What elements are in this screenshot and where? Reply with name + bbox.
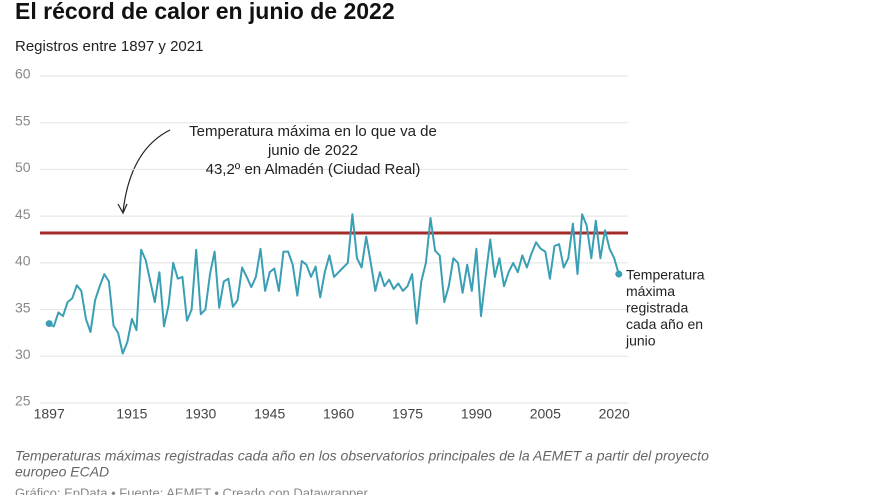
- x-tick-label: 1930: [185, 406, 216, 422]
- y-tick-label: 35: [15, 299, 31, 315]
- series-label: Temperatura: [626, 267, 705, 283]
- x-tick-label: 1975: [392, 406, 423, 422]
- x-tick-label: 1990: [461, 406, 492, 422]
- annotation-arrowhead: [117, 203, 128, 215]
- x-tick-label: 1945: [254, 406, 285, 422]
- x-tick-label: 1897: [34, 406, 65, 422]
- y-tick-label: 25: [15, 393, 31, 409]
- x-tick-label: 1915: [116, 406, 147, 422]
- annotation: junio de 2022: [267, 142, 358, 159]
- note: europeo ECAD: [15, 464, 109, 480]
- series-label: registrada: [626, 300, 688, 316]
- end-dot: [615, 270, 623, 278]
- chart-subtitle: Registros entre 1897 y 2021: [15, 38, 203, 55]
- series-label: máxima: [626, 283, 675, 299]
- y-tick-label: 50: [15, 159, 31, 175]
- y-tick-label: 30: [15, 346, 31, 362]
- x-tick-label: 2005: [530, 406, 561, 422]
- annotation: 43,2º en Almadén (Ciudad Real): [206, 161, 421, 178]
- y-tick-label: 55: [15, 112, 31, 128]
- end-dot: [45, 320, 53, 328]
- annotation: Temperatura máxima en lo que va de: [189, 123, 437, 140]
- y-tick-label: 60: [15, 66, 31, 82]
- note: Temperaturas máximas registradas cada añ…: [15, 448, 709, 464]
- annotation-arrow: [122, 129, 171, 213]
- chart-title: El récord de calor en junio de 2022: [15, 0, 395, 24]
- x-tick-label: 2020: [599, 406, 630, 422]
- data-line: [48, 213, 620, 355]
- y-tick-label: 40: [15, 253, 31, 269]
- y-tick-label: 45: [15, 206, 31, 222]
- series-label: junio: [625, 333, 656, 349]
- series-label: cada año en: [626, 316, 703, 332]
- credits: Gráfico: EpData • Fuente: AEMET • Creado…: [15, 485, 368, 495]
- x-tick-label: 1960: [323, 406, 354, 422]
